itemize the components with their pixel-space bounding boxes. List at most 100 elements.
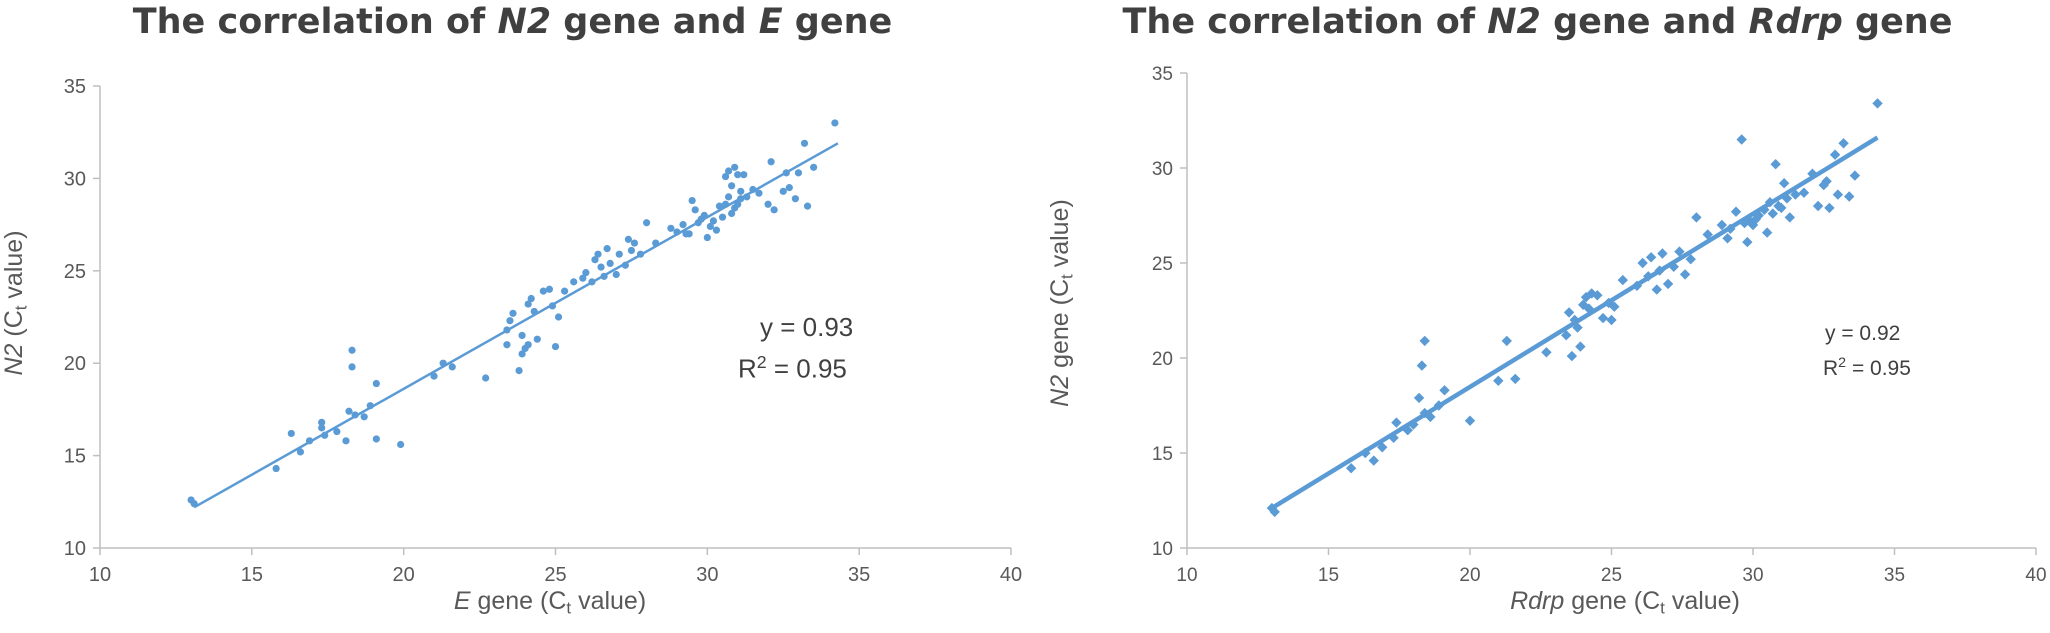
data-point — [721, 172, 730, 181]
data-point — [1730, 206, 1742, 217]
x-tick-label: 35 — [1884, 565, 1905, 586]
data-point — [1798, 187, 1810, 198]
data-point — [643, 219, 651, 227]
data-point — [1716, 219, 1728, 231]
data-point — [791, 195, 799, 203]
data-point — [1368, 455, 1379, 466]
data-point — [737, 187, 745, 195]
data-point — [1597, 312, 1609, 324]
x-tick-label: 25 — [544, 564, 566, 586]
data-point — [1637, 257, 1648, 269]
data-point — [1345, 463, 1357, 474]
data-point — [524, 341, 532, 349]
x-tick-label: 15 — [1318, 565, 1339, 586]
data-point — [1750, 214, 1762, 225]
data-point — [1657, 248, 1668, 259]
data-point — [360, 413, 368, 421]
chart-title: The correlation of N2 gene and Rdrp gene — [1122, 2, 1953, 42]
data-point — [1829, 149, 1841, 160]
data-point — [803, 202, 812, 210]
y-axis-label: N2 gene (Ct value) — [1046, 199, 1077, 407]
data-point — [482, 374, 490, 382]
data-point — [594, 250, 602, 258]
data-point — [296, 448, 305, 456]
y-tick-label: 20 — [64, 353, 86, 375]
data-point — [515, 366, 523, 375]
data-point — [627, 246, 636, 255]
data-point — [1849, 170, 1861, 181]
data-point — [1464, 415, 1476, 426]
y-tick-label: 10 — [64, 538, 86, 560]
x-tick-label: 40 — [2025, 565, 2046, 586]
chart-panel-left: The correlation of N2 gene and E gene 10… — [0, 2, 1022, 617]
x-tick-label: 40 — [1000, 564, 1022, 586]
data-point — [1563, 307, 1575, 318]
data-point — [1674, 246, 1685, 257]
data-point — [1425, 411, 1436, 423]
data-point — [770, 206, 778, 214]
data-point — [1510, 373, 1521, 385]
data-point — [1691, 212, 1702, 223]
data-point — [348, 346, 356, 354]
y-tick-label: 20 — [1152, 349, 1173, 370]
data-point — [448, 363, 456, 371]
x-tick-label: 10 — [1176, 565, 1197, 586]
data-point — [1679, 269, 1691, 280]
data-point — [345, 407, 353, 415]
data-point — [794, 169, 803, 177]
data-point — [545, 285, 554, 293]
data-point — [1419, 335, 1430, 347]
y-tick-label: 25 — [1152, 254, 1173, 275]
data-point — [667, 224, 675, 232]
data-point — [1821, 176, 1832, 187]
data-point — [1778, 178, 1790, 189]
data-point — [810, 163, 818, 171]
data-point — [372, 435, 380, 443]
data-point — [527, 294, 535, 303]
regression-equation: y = 0.92 — [1825, 322, 1901, 345]
data-point — [1416, 360, 1428, 371]
r-squared: R2 = 0.95 — [738, 352, 847, 384]
x-tick-label: 25 — [1601, 565, 1622, 586]
data-point — [1501, 335, 1512, 347]
data-point — [767, 158, 775, 166]
data-point — [509, 309, 517, 317]
data-point — [1651, 284, 1662, 295]
data-point — [724, 167, 733, 175]
data-point — [397, 440, 405, 449]
y-tick-label: 30 — [64, 168, 86, 190]
data-point — [503, 341, 511, 349]
data-point — [1269, 506, 1280, 518]
data-point — [1824, 202, 1835, 214]
data-point — [1541, 347, 1552, 358]
chart-title: The correlation of N2 gene and E gene — [132, 2, 893, 42]
scatter-plot: 10 15 20 25 30 35 40 10 15 20 25 30 35 — [1152, 64, 2047, 586]
data-point — [570, 278, 578, 286]
x-tick-label: 20 — [393, 564, 415, 586]
x-tick-label: 35 — [848, 564, 870, 586]
data-point — [624, 235, 632, 243]
x-axis-label: Rdrp gene (Ct value) — [1510, 587, 1740, 618]
data-point — [333, 427, 341, 436]
data-point — [1583, 303, 1595, 314]
data-point — [597, 263, 605, 271]
data-point — [1736, 134, 1747, 145]
data-point — [688, 196, 696, 205]
data-point — [1767, 208, 1779, 219]
data-point — [615, 250, 623, 258]
data-point — [1784, 212, 1795, 223]
y-axis-label: N2 (Ct value) — [0, 230, 31, 376]
data-point — [348, 363, 356, 371]
data-point — [1761, 227, 1773, 238]
data-point — [712, 226, 721, 234]
data-point — [1770, 159, 1781, 170]
data-point — [1685, 254, 1696, 265]
r-squared: R2 = 0.95 — [1823, 355, 1911, 380]
data-point — [1609, 301, 1620, 312]
data-point — [551, 342, 560, 351]
data-point — [718, 213, 727, 221]
data-point — [612, 270, 620, 279]
trendline — [1270, 135, 1879, 511]
data-point — [1592, 290, 1603, 301]
data-point — [831, 119, 839, 127]
